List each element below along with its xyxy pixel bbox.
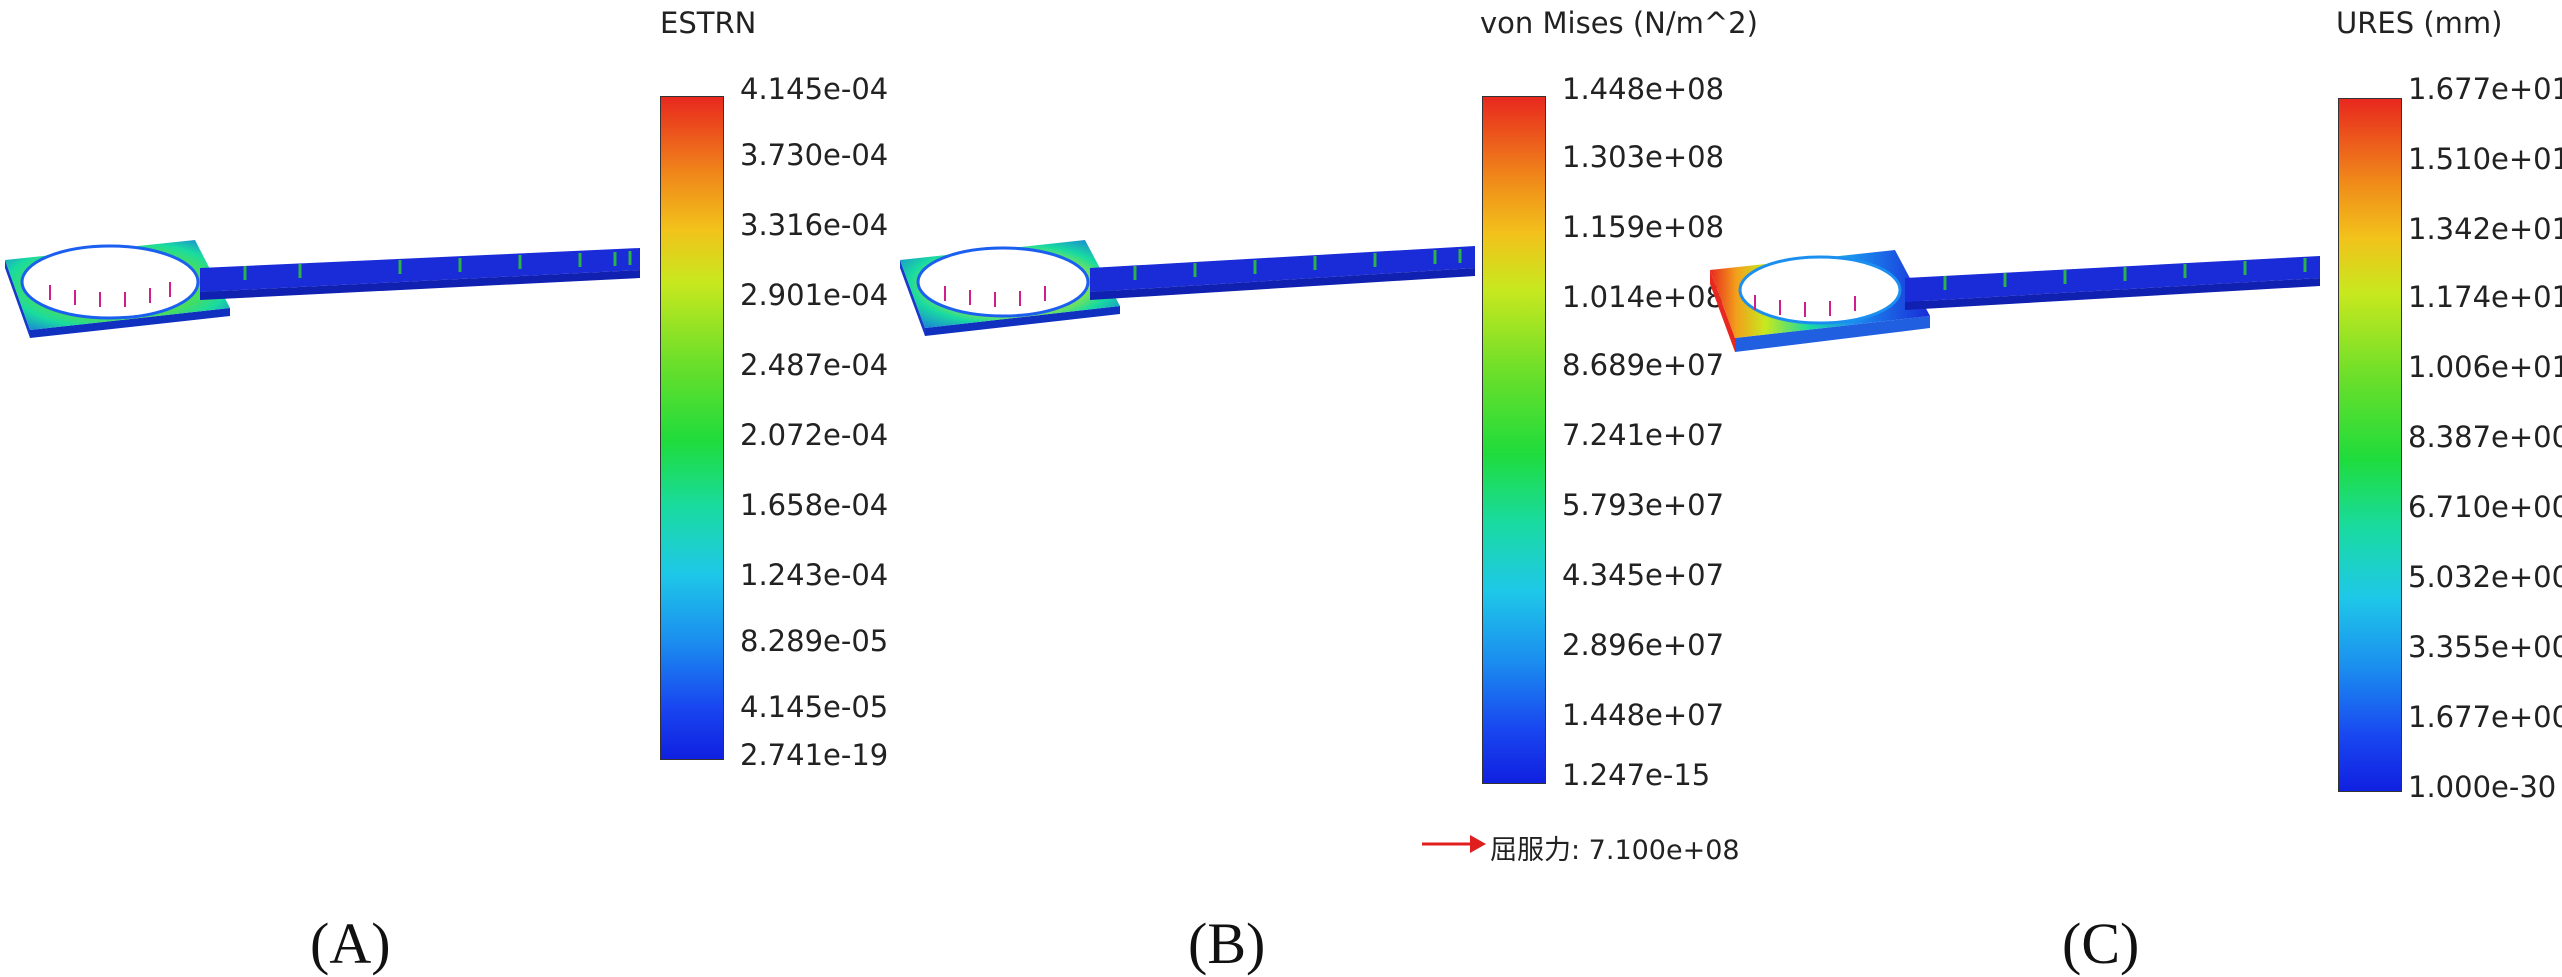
legend-title: ESTRN bbox=[660, 6, 757, 40]
tick-label: 1.247e-15 bbox=[1562, 758, 1711, 792]
tick-label: 2.741e-19 bbox=[740, 738, 889, 772]
panel-caption: (B) bbox=[1188, 911, 1266, 976]
fea-model-a bbox=[5, 240, 640, 338]
color-scale-bar bbox=[2338, 98, 2402, 792]
tick-label: 3.316e-04 bbox=[740, 208, 889, 242]
tick-label: 4.145e-04 bbox=[740, 72, 889, 106]
tick-label: 3.355e+00 bbox=[2408, 630, 2562, 664]
tick-label: 1.159e+08 bbox=[1562, 210, 1725, 244]
color-scale-bar bbox=[660, 96, 724, 760]
tick-label: 1.448e+07 bbox=[1562, 698, 1725, 732]
tick-label: 2.072e-04 bbox=[740, 418, 889, 452]
legend-title: von Mises (N/m^2) bbox=[1480, 6, 1758, 40]
color-scale-bar bbox=[1482, 96, 1546, 784]
tick-label: 5.793e+07 bbox=[1562, 488, 1725, 522]
tick-label: 1.243e-04 bbox=[740, 558, 889, 592]
tick-label: 1.303e+08 bbox=[1562, 140, 1725, 174]
tick-label: 1.342e+01 bbox=[2408, 212, 2562, 246]
fea-model-c bbox=[1710, 250, 2320, 352]
tick-label: 1.006e+01 bbox=[2408, 350, 2562, 384]
tick-label: 4.145e-05 bbox=[740, 690, 889, 724]
tick-label: 8.689e+07 bbox=[1562, 348, 1725, 382]
tick-label: 1.014e+08 bbox=[1562, 280, 1725, 314]
tick-label: 5.032e+00 bbox=[2408, 560, 2562, 594]
tick-label: 7.241e+07 bbox=[1562, 418, 1725, 452]
tick-label: 4.345e+07 bbox=[1562, 558, 1725, 592]
yield-arrow-icon bbox=[1422, 835, 1486, 853]
tick-label: 1.658e-04 bbox=[740, 488, 889, 522]
tick-label: 1.174e+01 bbox=[2408, 280, 2562, 314]
tick-label: 1.677e+01 bbox=[2408, 72, 2562, 106]
legend-title: URES (mm) bbox=[2336, 6, 2503, 40]
tick-label: 8.289e-05 bbox=[740, 624, 889, 658]
fea-model-b bbox=[900, 240, 1475, 336]
tick-label: 2.901e-04 bbox=[740, 278, 889, 312]
tick-label: 2.896e+07 bbox=[1562, 628, 1725, 662]
tick-label: 1.677e+00 bbox=[2408, 700, 2562, 734]
tick-label: 2.487e-04 bbox=[740, 348, 889, 382]
tick-label: 6.710e+00 bbox=[2408, 490, 2562, 524]
tick-label: 1.448e+08 bbox=[1562, 72, 1725, 106]
panel-caption: (C) bbox=[2062, 911, 2140, 976]
yield-strength-label: 屈服力: 7.100e+08 bbox=[1490, 835, 1740, 866]
tick-label: 8.387e+00 bbox=[2408, 420, 2562, 454]
tick-label: 1.000e-30 bbox=[2408, 770, 2557, 804]
tick-label: 3.730e-04 bbox=[740, 138, 889, 172]
tick-label: 1.510e+01 bbox=[2408, 142, 2562, 176]
panel-caption: (A) bbox=[310, 911, 391, 976]
